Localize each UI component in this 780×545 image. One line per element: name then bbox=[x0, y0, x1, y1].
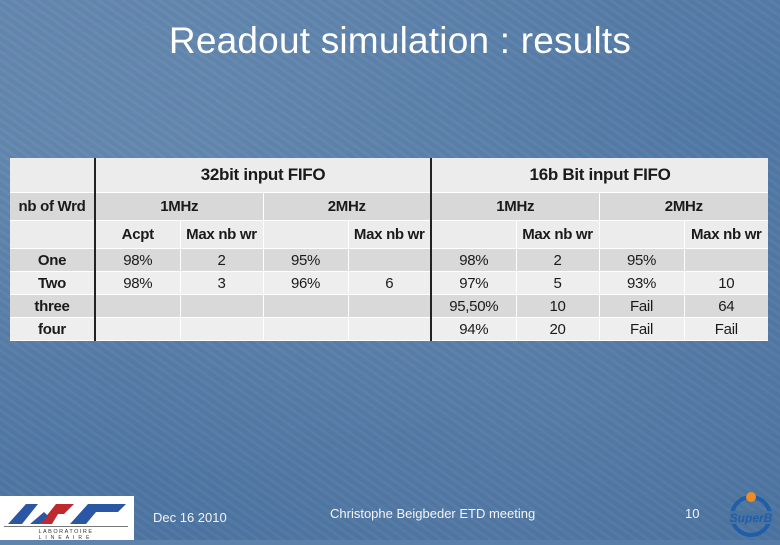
svg-text:LABORATOIRE: LABORATOIRE bbox=[38, 529, 93, 535]
table-cell bbox=[263, 317, 349, 341]
table-cell bbox=[95, 317, 181, 341]
freq-header-1: 1MHz bbox=[95, 192, 264, 221]
table-cell: 10 bbox=[684, 271, 769, 295]
corner-cell bbox=[10, 158, 96, 193]
table-cell: 98% bbox=[95, 271, 181, 295]
table-cell bbox=[348, 248, 433, 272]
table-cell: 94% bbox=[431, 317, 517, 341]
table-row: Two 98% 3 96% 6 97% 5 93% 10 bbox=[10, 271, 769, 295]
table-row: three 95,50% 10 Fail 64 bbox=[10, 294, 769, 318]
row-label: four bbox=[10, 317, 96, 341]
table-cell: Fail bbox=[684, 317, 769, 341]
table-cell: 3 bbox=[180, 271, 264, 295]
table-cell: Fail bbox=[599, 294, 685, 318]
table-cell: 64 bbox=[684, 294, 769, 318]
table-cell bbox=[263, 294, 349, 318]
sub-header: Max nb wr bbox=[180, 220, 264, 249]
freq-header-row: nb of Wrd 1MHz 2MHz 1MHz 2MHz bbox=[10, 192, 769, 221]
table-cell: Fail bbox=[599, 317, 685, 341]
sub-header bbox=[431, 220, 517, 249]
group-header-row: 32bit input FIFO 16b Bit input FIFO bbox=[10, 158, 769, 193]
sub-header bbox=[599, 220, 685, 249]
table-cell: 20 bbox=[516, 317, 600, 341]
table-cell bbox=[684, 248, 769, 272]
group-header-32bit: 32bit input FIFO bbox=[95, 158, 433, 193]
table-cell: 2 bbox=[516, 248, 600, 272]
group-header-16bit: 16b Bit input FIFO bbox=[431, 158, 769, 193]
sub-header-empty bbox=[10, 220, 96, 249]
page-number: 10 bbox=[685, 506, 700, 521]
table-cell: 95% bbox=[599, 248, 685, 272]
table-cell: 2 bbox=[180, 248, 264, 272]
sub-header: Max nb wr bbox=[516, 220, 600, 249]
sub-header bbox=[263, 220, 349, 249]
table-cell: 93% bbox=[599, 271, 685, 295]
results-table: 32bit input FIFO 16b Bit input FIFO nb o… bbox=[10, 158, 769, 341]
slide-title: Readout simulation : results bbox=[168, 20, 632, 61]
svg-text:SuperB: SuperB bbox=[730, 511, 773, 525]
table-cell bbox=[95, 294, 181, 318]
footer-meeting: Christophe Beigbeder ETD meeting bbox=[330, 506, 536, 521]
table-cell: 10 bbox=[516, 294, 600, 318]
table-cell bbox=[348, 294, 433, 318]
sub-header-row: Acpt Max nb wr Max nb wr Max nb wr Max n… bbox=[10, 220, 769, 249]
freq-header-3: 1MHz bbox=[431, 192, 600, 221]
table-cell: 95% bbox=[263, 248, 349, 272]
table-cell bbox=[180, 317, 264, 341]
table-row: One 98% 2 95% 98% 2 95% bbox=[10, 248, 769, 272]
table-cell: 5 bbox=[516, 271, 600, 295]
table-cell: 96% bbox=[263, 271, 349, 295]
row-label-header: nb of Wrd bbox=[10, 192, 96, 221]
row-label: Two bbox=[10, 271, 96, 295]
footer-date: Dec 16 2010 bbox=[153, 510, 227, 525]
table-cell: 95,50% bbox=[431, 294, 517, 318]
freq-header-2: 2MHz bbox=[263, 192, 433, 221]
table-cell bbox=[348, 317, 433, 341]
table-cell: 98% bbox=[95, 248, 181, 272]
row-label: three bbox=[10, 294, 96, 318]
row-label: One bbox=[10, 248, 96, 272]
freq-header-4: 2MHz bbox=[599, 192, 769, 221]
sub-header: Max nb wr bbox=[684, 220, 769, 249]
table-cell bbox=[180, 294, 264, 318]
table-cell: 98% bbox=[431, 248, 517, 272]
table-cell: 6 bbox=[348, 271, 433, 295]
lal-logo: LABORATOIRE LINEAIRE bbox=[0, 496, 134, 541]
table-cell: 97% bbox=[431, 271, 517, 295]
sub-header: Max nb wr bbox=[348, 220, 433, 249]
superb-logo: SuperB bbox=[725, 490, 777, 538]
svg-text:LINEAIRE: LINEAIRE bbox=[39, 535, 94, 540]
sub-header: Acpt bbox=[95, 220, 181, 249]
table-row: four 94% 20 Fail Fail bbox=[10, 317, 769, 341]
